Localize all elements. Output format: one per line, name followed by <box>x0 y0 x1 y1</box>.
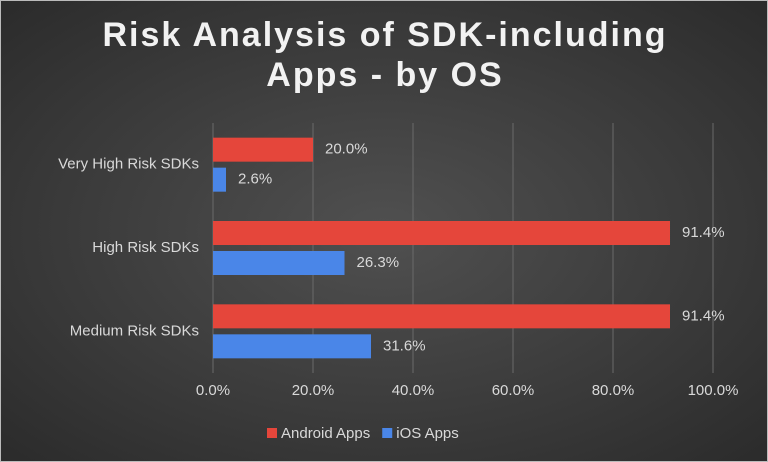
legend-label: iOS Apps <box>396 425 459 442</box>
bar <box>213 167 226 192</box>
chart-title: Risk Analysis of SDK-including Apps - by… <box>102 16 668 94</box>
x-tick-label: 80.0% <box>592 382 635 399</box>
y-tick-label: High Risk SDKs <box>92 239 199 256</box>
bar <box>213 251 345 275</box>
value-label: 26.3% <box>357 254 400 271</box>
x-tick-label: 20.0% <box>292 382 335 399</box>
y-tick-label: Very High Risk SDKs <box>58 156 199 173</box>
x-tick-label: 40.0% <box>392 382 435 399</box>
legend-label: Android Apps <box>281 425 370 442</box>
value-label: 2.6% <box>238 171 272 188</box>
bar <box>213 221 670 245</box>
bar <box>213 334 371 359</box>
value-label: 20.0% <box>325 141 368 158</box>
x-tick-label: 0.0% <box>196 382 230 399</box>
legend-swatch <box>382 428 393 438</box>
value-label: 91.4% <box>682 307 725 324</box>
bar <box>213 137 313 162</box>
legend-swatch <box>267 428 277 438</box>
x-tick-label: 60.0% <box>492 382 535 399</box>
x-tick-label: 100.0% <box>688 382 739 399</box>
y-tick-label: Medium Risk SDKs <box>70 322 199 339</box>
bar <box>213 304 670 329</box>
value-label: 31.6% <box>383 337 426 354</box>
value-label: 91.4% <box>682 224 725 241</box>
